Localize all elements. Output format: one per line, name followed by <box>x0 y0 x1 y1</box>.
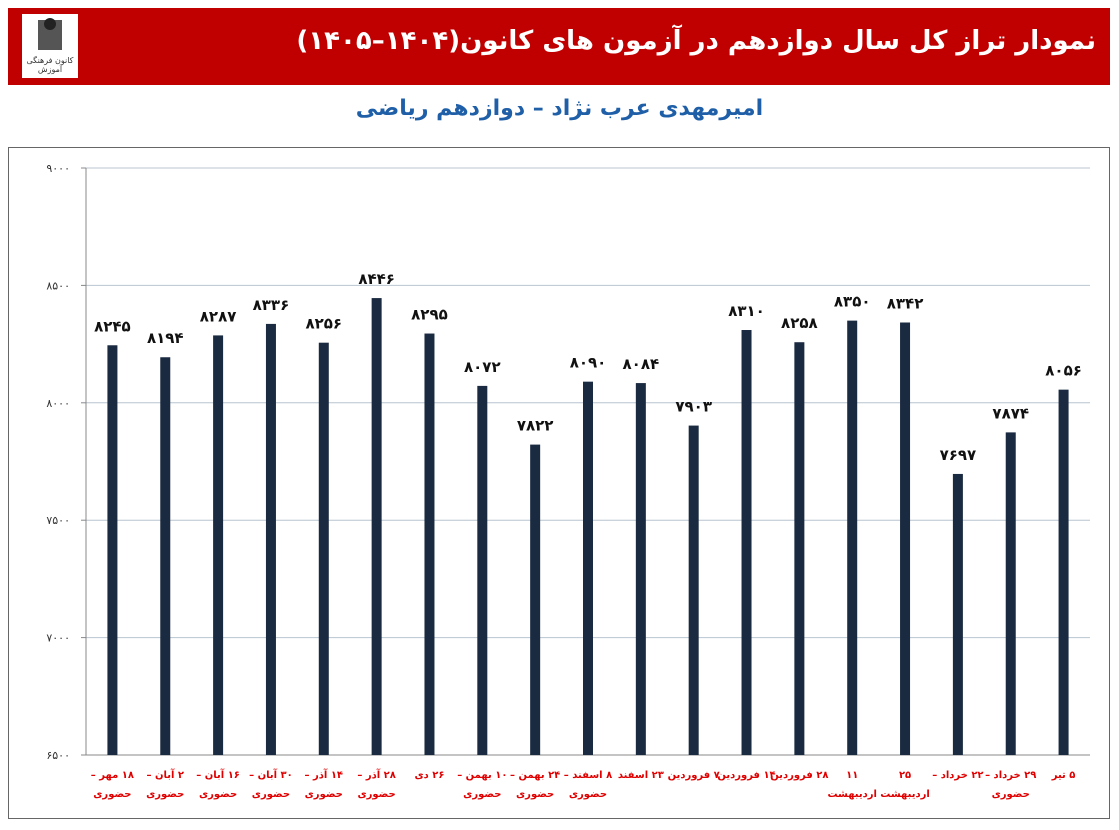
y-tick-label: ۷۰۰۰ <box>46 632 70 645</box>
bar <box>1005 432 1016 755</box>
y-tick-label: ۸۰۰۰ <box>46 397 70 410</box>
value-label: ۸۳۴۲ <box>887 294 924 312</box>
logo-icon <box>38 18 62 50</box>
value-label: ۸۱۹۴ <box>147 329 184 347</box>
value-label: ۸۰۹۰ <box>570 354 607 372</box>
x-tick-label: ۵ تیر <box>1051 770 1076 781</box>
x-tick-label: ۱۴ فروردین <box>717 770 776 781</box>
x-tick-label: ۱۴ آذر – حضوری <box>304 770 344 800</box>
chart-subtitle: امیرمهدی عرب نژاد – دوازدهم ریاضی <box>355 96 764 121</box>
bar <box>1058 389 1069 755</box>
y-tick-label: ۸۵۰۰ <box>46 279 70 292</box>
y-tick-label: ۷۵۰۰ <box>46 514 70 527</box>
header: کانون فرهنگی آموزش نمودار تراز کل سال دو… <box>8 8 1110 85</box>
bar <box>794 342 805 755</box>
value-label: ۸۳۵۰ <box>834 293 871 311</box>
chart-title: نمودار تراز کل سال دوازدهم در آزمون های … <box>296 26 1096 56</box>
bar <box>583 381 593 755</box>
x-tick-label: ۲۵ اردیبهشت <box>880 770 930 800</box>
bar <box>530 444 541 755</box>
bar <box>635 383 646 755</box>
value-label: ۸۳۱۰ <box>728 302 765 320</box>
x-tick-label: ۱۸ مهر – حضوری <box>90 770 134 800</box>
value-label: ۸۳۳۶ <box>253 296 290 314</box>
value-label: ۸۲۹۵ <box>411 306 448 324</box>
value-label: ۸۲۵۸ <box>781 314 818 332</box>
bar <box>318 342 329 755</box>
y-tick-label: ۹۰۰۰ <box>46 162 70 175</box>
value-label: ۸۴۴۶ <box>358 270 395 288</box>
bar <box>265 323 276 755</box>
x-tick-label: ۳۰ آبان – حضوری <box>249 770 293 800</box>
x-tick-label: ۲۸ آذر – حضوری <box>357 770 396 800</box>
value-label: ۸۲۴۵ <box>94 317 131 335</box>
x-tick-label: ۸ اسفند – حضوری <box>563 770 613 800</box>
bar <box>160 357 171 755</box>
x-tick-label: ۲۶ دی <box>414 770 445 781</box>
value-label: ۷۸۷۴ <box>992 404 1029 422</box>
chart-frame <box>8 147 1110 819</box>
value-label: ۸۲۸۷ <box>200 307 237 325</box>
x-tick-label: ۲۸ فروردین <box>770 770 829 781</box>
bar <box>424 333 435 755</box>
bar <box>371 298 382 755</box>
bar <box>213 335 224 755</box>
value-label: ۷۸۲۲ <box>517 417 554 435</box>
x-tick-label: ۷ فروردین <box>667 770 720 781</box>
x-tick-label: ۱۱ اردیبهشت <box>827 770 877 800</box>
x-tick-label: ۲۴ بهمن – حضوری <box>510 770 561 800</box>
bar <box>847 320 858 755</box>
x-tick-label: ۱۶ آبان – حضوری <box>196 770 240 800</box>
bar <box>107 345 118 755</box>
value-label: ۸۰۷۲ <box>464 358 501 376</box>
value-label: ۸۰۸۴ <box>623 355 660 373</box>
x-tick-label: ۲۳ اسفند <box>617 770 664 781</box>
bar <box>741 330 752 755</box>
value-label: ۷۹۰۳ <box>675 398 712 416</box>
bar <box>688 425 699 755</box>
bar <box>900 322 911 755</box>
value-label: ۷۶۹۷ <box>940 446 977 464</box>
x-tick-label: ۱۰ بهمن – حضوری <box>457 770 508 800</box>
x-tick-label: ۲۹ خرداد – حضوری <box>985 770 1037 800</box>
logo: کانون فرهنگی آموزش <box>22 14 78 78</box>
x-tick-label: ۲۲ خرداد – <box>932 770 984 781</box>
value-label: ۸۲۵۶ <box>305 315 342 333</box>
bar <box>477 385 488 755</box>
logo-text: کانون فرهنگی آموزش <box>26 56 74 74</box>
value-label: ۸۰۵۶ <box>1045 362 1082 380</box>
x-tick-label: ۲ آبان – حضوری <box>146 770 185 800</box>
y-tick-label: ۶۵۰۰ <box>46 749 70 762</box>
bar <box>952 473 963 755</box>
